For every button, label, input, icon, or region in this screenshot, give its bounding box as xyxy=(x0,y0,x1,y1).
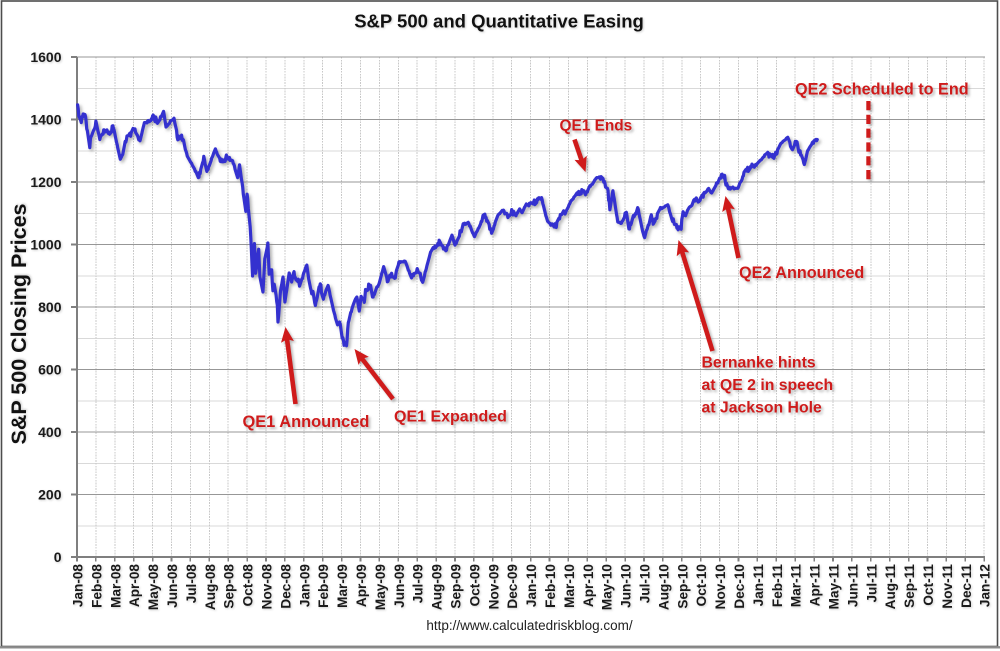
svg-text:Bernanke hints: Bernanke hints xyxy=(702,354,816,371)
svg-text:Jun-10: Jun-10 xyxy=(619,564,634,608)
svg-text:at QE 2 in speech: at QE 2 in speech xyxy=(702,377,834,394)
svg-text:Jan-10: Jan-10 xyxy=(524,564,539,607)
svg-text:Sep-10: Sep-10 xyxy=(675,564,690,609)
svg-text:Mar-09: Mar-09 xyxy=(335,564,350,608)
svg-text:Jan-12: Jan-12 xyxy=(978,564,993,608)
svg-text:Jul-09: Jul-09 xyxy=(411,564,426,604)
svg-text:Feb-08: Feb-08 xyxy=(89,564,104,608)
svg-text:Nov-11: Nov-11 xyxy=(940,564,955,609)
svg-text:Nov-08: Nov-08 xyxy=(260,564,275,610)
svg-text:Feb-10: Feb-10 xyxy=(543,564,558,608)
svg-text:Jun-08: Jun-08 xyxy=(165,564,180,608)
svg-text:Apr-09: Apr-09 xyxy=(354,564,369,607)
svg-text:Nov-09: Nov-09 xyxy=(486,564,501,610)
svg-text:Aug-09: Aug-09 xyxy=(430,564,445,611)
svg-text:Dec-09: Dec-09 xyxy=(505,564,520,609)
svg-text:Dec-11: Dec-11 xyxy=(959,564,974,608)
svg-text:Aug-11: Aug-11 xyxy=(883,564,898,610)
svg-text:Oct-08: Oct-08 xyxy=(241,564,256,607)
svg-text:Jun-09: Jun-09 xyxy=(392,564,407,608)
svg-text:Oct-10: Oct-10 xyxy=(694,564,709,606)
svg-text:Feb-09: Feb-09 xyxy=(316,564,331,608)
svg-text:Apr-11: Apr-11 xyxy=(808,564,823,607)
svg-text:Sep-09: Sep-09 xyxy=(449,564,464,609)
svg-text:1200: 1200 xyxy=(30,174,61,190)
svg-text:QE2 Scheduled to End: QE2 Scheduled to End xyxy=(795,81,969,99)
svg-text:1400: 1400 xyxy=(30,112,61,128)
svg-text:Jul-10: Jul-10 xyxy=(638,564,653,603)
svg-text:Sep-08: Sep-08 xyxy=(222,564,237,609)
svg-text:800: 800 xyxy=(38,299,62,315)
svg-text:at Jackson Hole: at Jackson Hole xyxy=(702,399,822,416)
svg-text:S&P 500 Closing Prices: S&P 500 Closing Prices xyxy=(7,203,31,444)
svg-text:Oct-11: Oct-11 xyxy=(921,564,936,606)
svg-text:600: 600 xyxy=(38,362,62,378)
svg-text:May-11: May-11 xyxy=(827,564,842,610)
svg-text:1000: 1000 xyxy=(30,237,61,253)
svg-text:Sep-11: Sep-11 xyxy=(902,564,917,608)
svg-text:May-10: May-10 xyxy=(600,564,615,610)
svg-text:1600: 1600 xyxy=(30,49,61,65)
svg-text:Apr-10: Apr-10 xyxy=(581,564,596,607)
svg-text:Mar-08: Mar-08 xyxy=(108,564,123,608)
svg-text:400: 400 xyxy=(38,424,62,440)
svg-text:Mar-11: Mar-11 xyxy=(789,564,804,608)
svg-text:http://www.calculatedriskblog.: http://www.calculatedriskblog.com/ xyxy=(426,618,633,633)
svg-text:Jan-11: Jan-11 xyxy=(751,564,766,607)
svg-text:S&P 500 and Quantitative Easin: S&P 500 and Quantitative Easing xyxy=(354,11,644,32)
svg-text:Dec-08: Dec-08 xyxy=(278,564,293,609)
svg-text:Apr-08: Apr-08 xyxy=(127,564,142,607)
svg-text:Dec-10: Dec-10 xyxy=(732,564,747,609)
svg-text:QE1 Expanded: QE1 Expanded xyxy=(394,408,507,425)
svg-text:Jul-11: Jul-11 xyxy=(864,564,879,603)
svg-text:Mar-10: Mar-10 xyxy=(562,564,577,608)
svg-text:0: 0 xyxy=(54,549,62,565)
svg-text:QE1 Announced: QE1 Announced xyxy=(243,413,370,431)
svg-text:200: 200 xyxy=(38,487,62,503)
svg-text:May-08: May-08 xyxy=(146,564,161,611)
svg-text:Aug-10: Aug-10 xyxy=(656,564,671,610)
svg-text:QE1 Ends: QE1 Ends xyxy=(560,118,633,135)
svg-text:May-09: May-09 xyxy=(373,564,388,611)
svg-text:Jan-08: Jan-08 xyxy=(71,564,86,608)
svg-text:Jan-09: Jan-09 xyxy=(297,564,312,608)
svg-text:Aug-08: Aug-08 xyxy=(203,564,218,611)
svg-text:Feb-11: Feb-11 xyxy=(770,564,785,608)
svg-text:QE2 Announced: QE2 Announced xyxy=(739,264,864,282)
svg-text:Nov-10: Nov-10 xyxy=(713,564,728,609)
svg-text:Oct-09: Oct-09 xyxy=(467,564,482,607)
svg-text:Jul-08: Jul-08 xyxy=(184,564,199,604)
svg-text:Jun-11: Jun-11 xyxy=(845,564,860,608)
